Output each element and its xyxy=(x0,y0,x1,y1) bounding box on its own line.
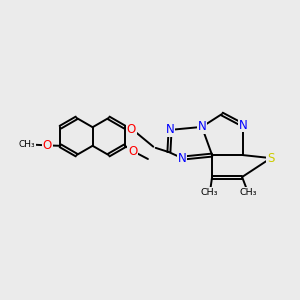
Text: O: O xyxy=(128,145,137,158)
Text: N: N xyxy=(197,120,206,134)
Text: CH₃: CH₃ xyxy=(239,188,257,197)
Text: N: N xyxy=(178,152,187,165)
Text: O: O xyxy=(43,139,52,152)
Text: CH₃: CH₃ xyxy=(19,140,35,149)
Text: N: N xyxy=(238,118,247,132)
Text: S: S xyxy=(267,152,274,165)
Text: O: O xyxy=(127,123,136,136)
Text: N: N xyxy=(166,123,175,136)
Text: CH₃: CH₃ xyxy=(200,188,218,197)
